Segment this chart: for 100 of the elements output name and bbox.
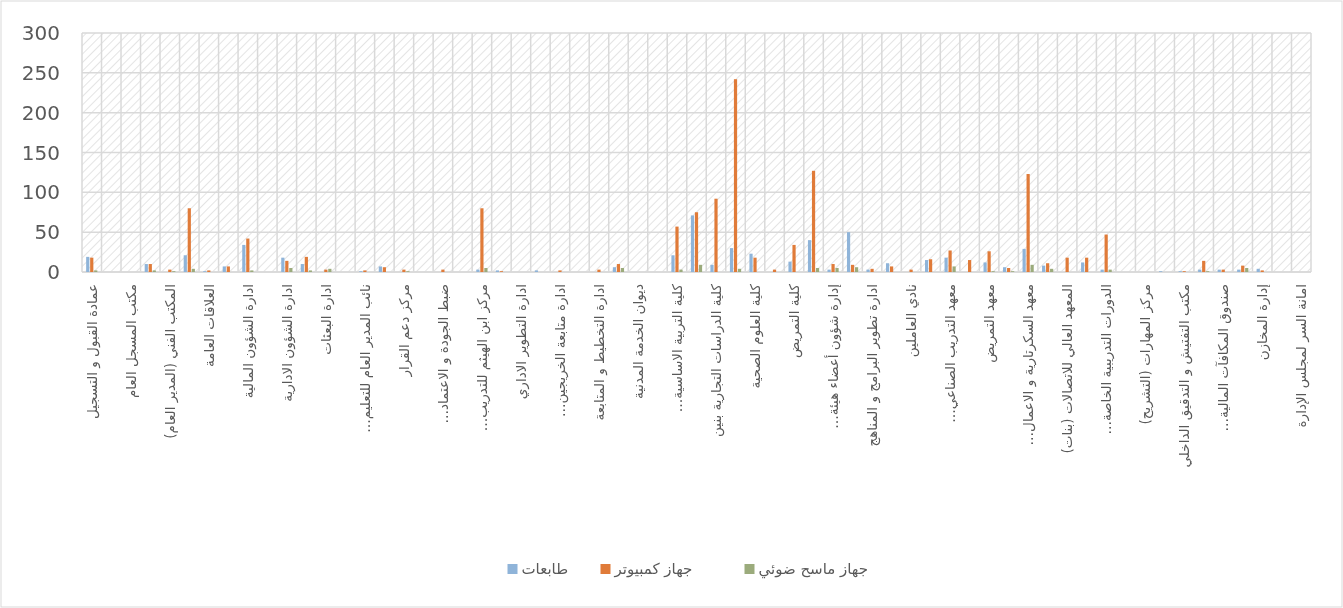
bar — [671, 255, 675, 272]
y-tick-label: 50 — [34, 220, 60, 245]
x-tick-label: ادارة التطوير الاداري — [512, 284, 530, 400]
x-tick-label: ادارة الشؤون الادارية — [278, 284, 296, 402]
bar — [191, 268, 195, 272]
x-tick-label: صندوق المكافآت المالية… — [1215, 284, 1233, 432]
bar — [675, 226, 679, 272]
bar — [710, 264, 714, 272]
x-tick-label: المكتب الفني (المدير العام) — [161, 284, 179, 439]
x-tick-label: المعهد العالي للاتصالات (بنات) — [1059, 284, 1077, 454]
x-tick-label: كلية الدراسات التجارية بنين — [708, 283, 726, 437]
bar — [1241, 265, 1245, 272]
bar — [620, 268, 625, 272]
bar — [807, 240, 812, 272]
bar — [870, 268, 874, 272]
bar — [1026, 174, 1030, 272]
bar — [714, 198, 718, 272]
bar — [148, 264, 152, 272]
x-tick-label: معهد السكرتارية و الاعمال… — [1020, 284, 1038, 446]
x-tick-label: نادي العاملين — [903, 284, 921, 358]
x-tick-label: ادارة متابعة الخريجين… — [551, 284, 569, 417]
bar — [289, 268, 293, 272]
bar — [382, 267, 386, 272]
bar — [854, 267, 859, 272]
bar — [815, 268, 820, 272]
bar — [749, 253, 753, 272]
bar — [480, 208, 484, 272]
x-tick-label: ادارة البعثات — [317, 284, 335, 355]
bar — [1042, 265, 1046, 272]
bar — [328, 268, 332, 272]
bar — [1085, 257, 1089, 272]
bar — [690, 215, 695, 272]
x-tick-label: ادارة تطوير البرامج و المناهج — [864, 284, 882, 447]
x-tick-label: ادارة التخطيط و المتابعة — [590, 284, 608, 421]
bar — [1050, 268, 1054, 272]
bar — [1030, 264, 1034, 272]
x-tick-label: مكتب التفتيش و التدقيق الداخلي — [1176, 284, 1194, 468]
bar — [944, 257, 948, 272]
bar — [300, 264, 304, 272]
bar — [484, 268, 488, 272]
y-tick-label: 0 — [47, 260, 60, 284]
bar — [285, 260, 289, 272]
legend-label: جهاز ماسح ضوئي — [758, 560, 869, 579]
y-tick-label: 200 — [21, 100, 60, 125]
bar — [1065, 257, 1069, 272]
x-tick-label: الدورات التدريبية الخاصة… — [1098, 284, 1116, 435]
x-tick-label: كلية العلوم الصحية — [747, 283, 765, 389]
bar — [698, 264, 703, 272]
x-tick-label: ضبط الجودة و الاعتماد… — [434, 284, 452, 424]
bar — [987, 251, 991, 272]
bar — [835, 268, 839, 272]
bar — [187, 208, 191, 272]
bar — [597, 269, 601, 272]
x-tick-label: إدارة المخازن — [1254, 284, 1272, 361]
bar — [968, 260, 972, 272]
legend-label: جهاز كمبيوتر — [613, 560, 693, 578]
bar — [1022, 248, 1026, 272]
bar — [948, 250, 952, 272]
x-tick-label: إدارة شؤون أعضاء هيئة… — [824, 284, 843, 429]
y-tick-label: 150 — [21, 140, 60, 165]
x-tick-label: عمادة القبول و التسجيل — [83, 284, 101, 419]
bar — [1003, 267, 1007, 272]
bar — [983, 262, 987, 272]
bar — [616, 264, 621, 272]
x-tick-label: ادارة الشؤون المالية — [239, 284, 257, 399]
bar — [242, 244, 246, 272]
bar — [925, 260, 929, 272]
x-tick-label: مكتب المسجل العام — [122, 284, 139, 399]
bar — [304, 256, 308, 272]
bar — [827, 269, 831, 272]
legend-label: طابعات — [521, 560, 569, 578]
x-tick-label: مركز دعم القرار — [395, 284, 413, 378]
bar — [612, 267, 617, 272]
bar — [929, 259, 933, 272]
x-tick-label: كلية التربية الاساسية… — [668, 283, 686, 413]
bar — [811, 170, 816, 272]
x-tick-label: كلية التمريض — [786, 283, 804, 358]
y-tick-label: 250 — [21, 60, 60, 85]
y-tick-label: 300 — [21, 21, 60, 45]
bar — [733, 79, 738, 272]
bar — [679, 269, 683, 272]
bar — [1046, 263, 1050, 272]
bar — [281, 257, 285, 272]
x-tick-label: ديوان الخدمة المدنية — [629, 284, 647, 399]
bar — [952, 266, 956, 272]
y-tick-label: 100 — [21, 180, 60, 205]
bar — [729, 248, 734, 272]
bar — [737, 268, 742, 272]
bar — [1081, 262, 1085, 272]
bar — [846, 232, 851, 272]
bar — [246, 238, 250, 272]
bar — [1104, 234, 1108, 272]
bar — [1245, 268, 1249, 272]
bar — [792, 244, 796, 272]
bar — [909, 269, 913, 272]
bar — [476, 269, 480, 272]
bar — [788, 261, 792, 272]
bar — [850, 264, 855, 272]
x-tick-label: معهد التدريب الصناعي… — [942, 284, 960, 423]
x-tick-label: نائب المدير العام للتعليم… — [356, 284, 374, 433]
